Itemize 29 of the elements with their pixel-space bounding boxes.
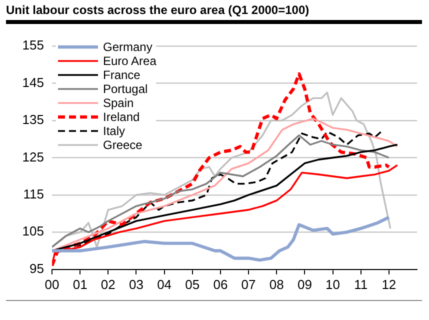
- y-tick-label: 145: [22, 74, 44, 90]
- y-tick-label: 105: [22, 224, 44, 239]
- legend-label: Portugal: [103, 82, 148, 96]
- x-tick-label: 02: [100, 276, 116, 292]
- x-tick-label: 12: [382, 276, 396, 292]
- legend-label: Germany: [103, 40, 152, 54]
- x-tick-label: 06: [213, 276, 228, 292]
- legend-label: Italy: [103, 124, 126, 138]
- x-tick-label: 05: [185, 276, 200, 292]
- y-tick-label: 155: [22, 38, 44, 53]
- x-tick-label: 07: [241, 276, 256, 292]
- x-tick-label: 11: [354, 276, 368, 292]
- x-tick-label: 09: [297, 276, 312, 292]
- x-tick-label: 00: [44, 276, 60, 292]
- legend-label: Euro Area: [103, 54, 156, 68]
- y-tick-label: 135: [22, 112, 44, 128]
- y-tick-label: 95: [30, 260, 44, 276]
- x-tick-label: 03: [128, 276, 144, 292]
- y-tick-label: 115: [23, 186, 44, 202]
- x-tick-label: 08: [269, 276, 284, 292]
- y-tick-label: 125: [22, 149, 44, 164]
- x-tick-label: 04: [157, 276, 172, 292]
- chart-title: Unit labour costs across the euro area (Q1 2000=100): [6, 3, 310, 17]
- x-tick-label: 01: [72, 276, 88, 292]
- legend-label: Spain: [103, 96, 134, 110]
- legend-label: Ireland: [103, 110, 140, 124]
- legend-label: Greece: [103, 138, 142, 152]
- legend-label: France: [103, 68, 140, 82]
- x-tick-label: 10: [326, 276, 340, 292]
